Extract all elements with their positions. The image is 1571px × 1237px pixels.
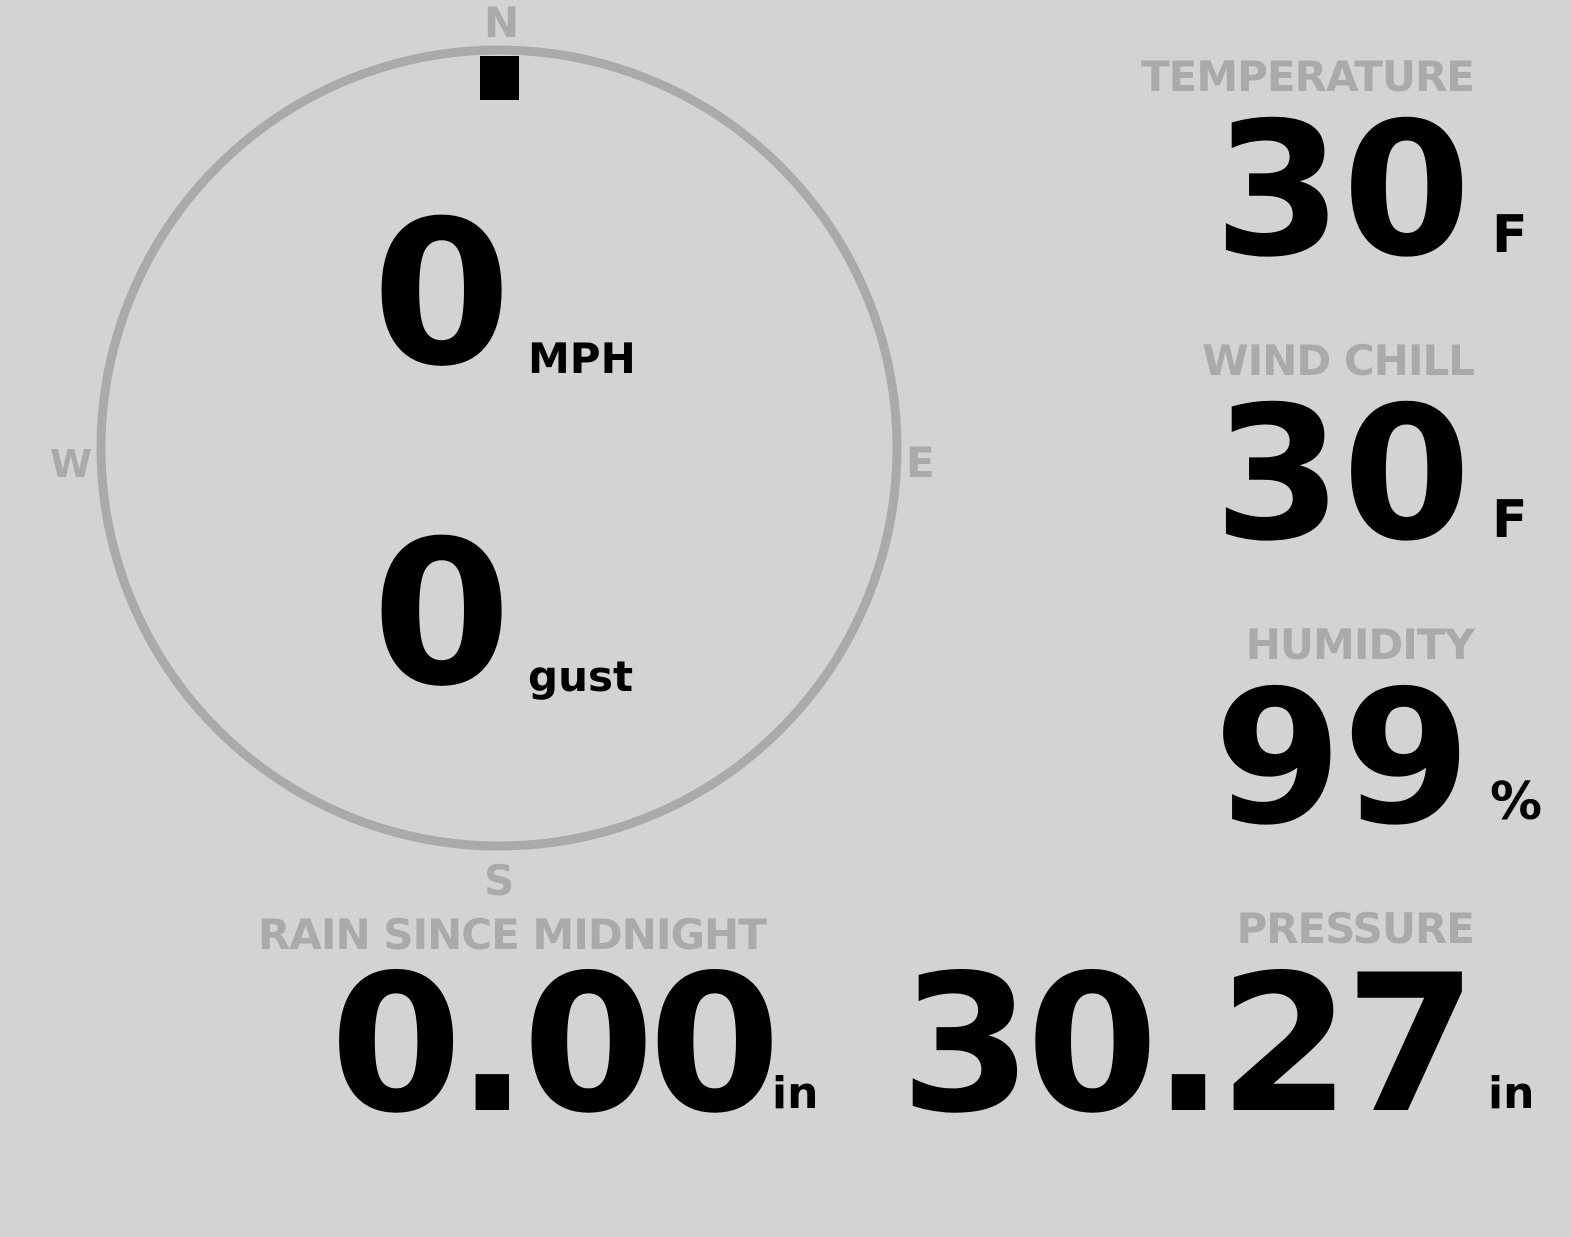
- wind-speed-unit: MPH: [528, 334, 636, 383]
- wind-chill-unit: F: [1492, 490, 1528, 550]
- pressure-label: PRESSURE: [1236, 904, 1475, 953]
- pressure-unit: in: [1488, 1068, 1535, 1119]
- temperature-value: 30: [1213, 82, 1471, 298]
- compass-north: N: [484, 0, 520, 47]
- compass-south: S: [484, 856, 515, 905]
- temperature-unit: F: [1492, 205, 1528, 265]
- wind-chill-value: 30: [1213, 366, 1471, 582]
- pressure-value: 30.27: [900, 934, 1477, 1155]
- wind-compass: [96, 45, 902, 851]
- temperature-label: TEMPERATURE: [1141, 52, 1475, 101]
- wind-direction-marker: [480, 56, 519, 100]
- humidity-unit: %: [1490, 772, 1543, 832]
- rain-unit: in: [772, 1068, 819, 1119]
- rain-label: RAIN SINCE MIDNIGHT: [258, 910, 767, 959]
- compass-ring: [96, 45, 902, 851]
- wind-gust-unit: gust: [528, 652, 634, 701]
- humidity-value: 99: [1213, 650, 1471, 866]
- wind-chill-label: WIND CHILL: [1202, 336, 1475, 385]
- compass-west: W: [50, 442, 92, 486]
- humidity-label: HUMIDITY: [1245, 620, 1475, 669]
- wind-speed-value: 0: [372, 178, 512, 411]
- compass-east: E: [906, 438, 935, 487]
- wind-gust-value: 0: [372, 498, 512, 731]
- rain-value: 0.00: [330, 934, 781, 1155]
